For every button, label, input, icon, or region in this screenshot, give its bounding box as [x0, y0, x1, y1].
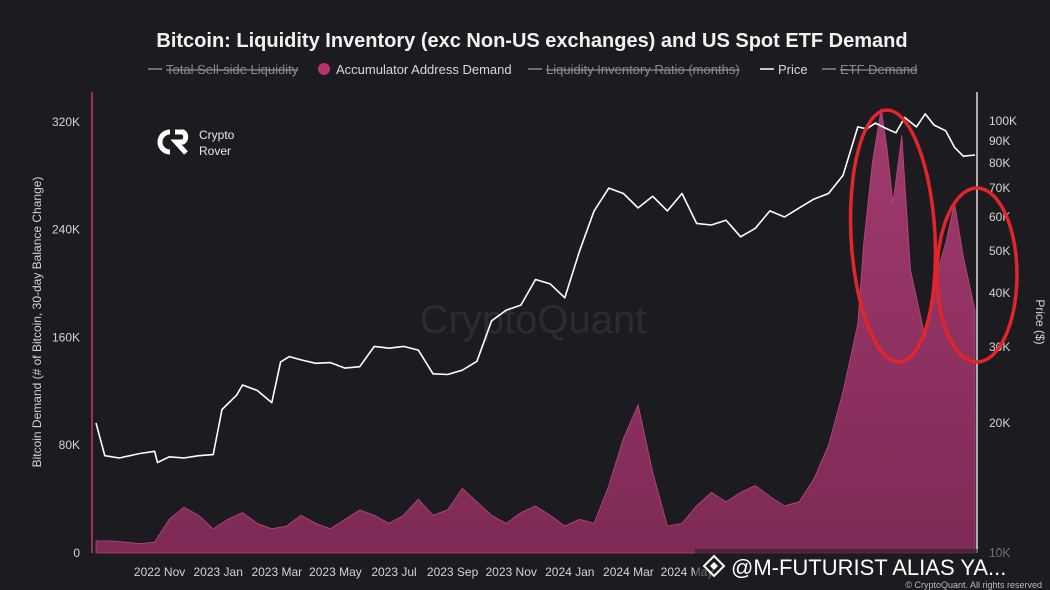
legend-label: Accumulator Address Demand: [336, 62, 512, 77]
x-tick-label: 2023 Mar: [251, 565, 302, 579]
legend-marker-dot: [318, 63, 330, 75]
y2-tick-label: 20K: [989, 416, 1010, 430]
legend-label: Price: [778, 62, 808, 77]
x-tick-label: 2023 Jan: [194, 565, 243, 579]
credit-text: © CryptoQuant. All rights reserved: [905, 580, 1042, 590]
x-axis-ticks: 2022 Nov 2023 Jan 2023 Mar 2023 May 2023 Jul…: [134, 565, 713, 579]
y-axis-title: Bitcoin Demand (# of Bitcoin, 30-day Bal…: [30, 177, 44, 468]
legend-item-3[interactable]: Price: [760, 62, 808, 77]
annotation-ellipse-1: [848, 108, 938, 364]
legend-item-2[interactable]: Liquidity Inventory Ratio (months): [528, 62, 740, 77]
x-tick-label: 2023 Sep: [427, 565, 479, 579]
crypto-rover-logo: Crypto Rover: [157, 128, 235, 158]
y2-tick-label: 50K: [989, 244, 1010, 258]
x-tick-label: 2024 Jan: [545, 565, 594, 579]
logo-line-1: Crypto: [199, 128, 235, 142]
legend-item-0[interactable]: Total Sell-side Liquidity: [148, 62, 299, 77]
legend-item-1[interactable]: Accumulator Address Demand: [318, 62, 512, 77]
logo-line-2: Rover: [199, 144, 231, 158]
y2-tick-label: 70K: [989, 181, 1010, 195]
y2-tick-label: 40K: [989, 286, 1010, 300]
x-tick-label: 2024 Mar: [603, 565, 654, 579]
annotation-ellipse-2: [935, 186, 1019, 364]
x-tick-label: 2023 Nov: [486, 565, 537, 579]
y-tick-label: 80K: [59, 438, 80, 452]
legend-item-4[interactable]: ETF Demand: [822, 62, 917, 77]
y2-tick-label: 80K: [989, 156, 1010, 170]
binance-diamond-icon: [702, 554, 726, 578]
y-tick-label: 240K: [52, 223, 80, 237]
y-tick-label: 0: [73, 546, 80, 560]
x-tick-label: 2023 Jul: [371, 565, 416, 579]
legend-label: ETF Demand: [840, 62, 917, 77]
y-tick-label: 320K: [52, 115, 80, 129]
y2-tick-label: 90K: [989, 134, 1010, 148]
demand-area: [95, 108, 976, 554]
overlay-handle-text: @M-FUTURIST ALIAS YA...: [731, 555, 1006, 580]
y2-axis-title: Price ($): [1033, 299, 1047, 344]
y-axis-ticks: 0 80K 160K 240K 320K: [52, 115, 80, 560]
chart-title: Bitcoin: Liquidity Inventory (exc Non-US…: [156, 30, 907, 52]
y2-tick-label: 100K: [989, 114, 1017, 128]
overlay-backdrop: [695, 549, 1050, 590]
legend-label: Liquidity Inventory Ratio (months): [546, 62, 740, 77]
legend: Total Sell-side Liquidity Accumulator Add…: [148, 62, 917, 77]
x-tick-label: 2022 Nov: [134, 565, 185, 579]
crypto-rover-logo-icon: [157, 129, 189, 155]
watermark: CryptoQuant: [420, 298, 647, 342]
y2-axis-ticks: 10K20K30K40K50K60K70K80K90K100K: [989, 114, 1017, 560]
legend-label: Total Sell-side Liquidity: [166, 62, 299, 77]
y-tick-label: 160K: [52, 330, 80, 344]
overlay-handle: @M-FUTURIST ALIAS YA... © CryptoQuant. A…: [695, 549, 1050, 590]
x-tick-label: 2023 May: [309, 565, 362, 579]
